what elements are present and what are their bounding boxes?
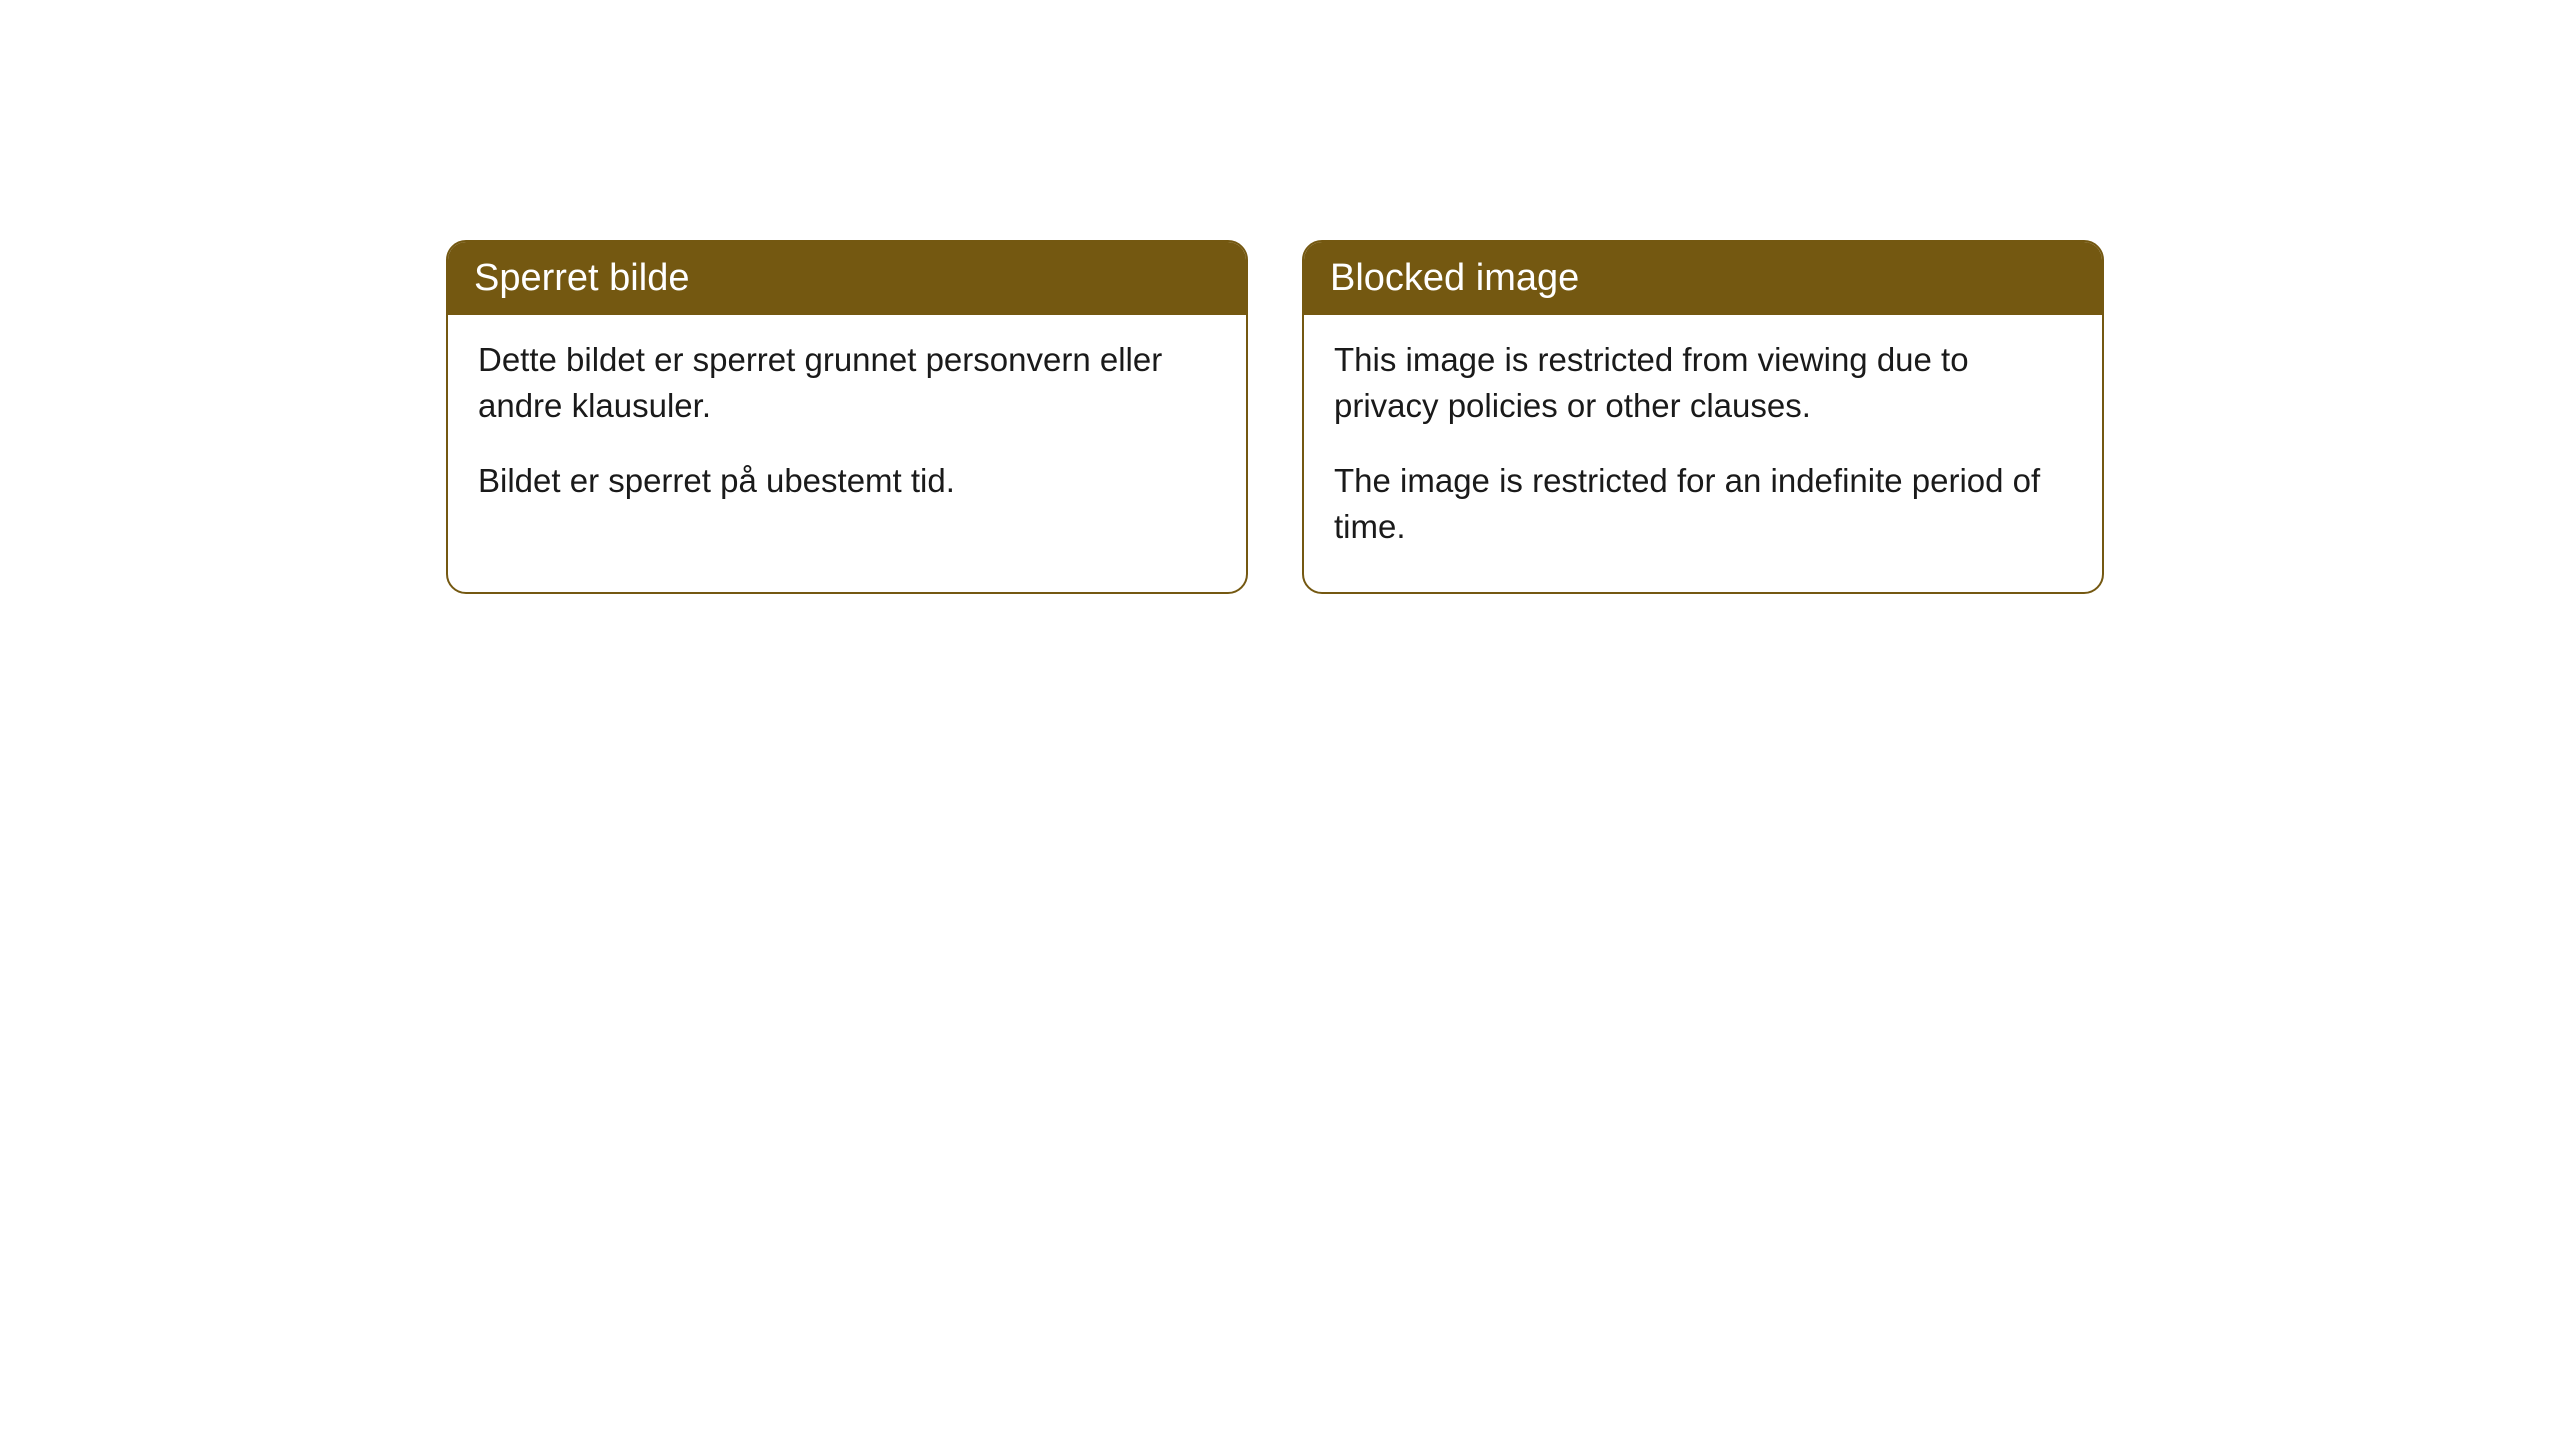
card-paragraph-1-no: Dette bildet er sperret grunnet personve… xyxy=(478,337,1216,429)
card-body-no: Dette bildet er sperret grunnet personve… xyxy=(448,315,1246,546)
blocked-image-card-en: Blocked image This image is restricted f… xyxy=(1302,240,2104,594)
card-header-en: Blocked image xyxy=(1304,242,2102,315)
card-paragraph-1-en: This image is restricted from viewing du… xyxy=(1334,337,2072,429)
card-paragraph-2-no: Bildet er sperret på ubestemt tid. xyxy=(478,458,1216,504)
blocked-image-card-no: Sperret bilde Dette bildet er sperret gr… xyxy=(446,240,1248,594)
card-header-no: Sperret bilde xyxy=(448,242,1246,315)
card-body-en: This image is restricted from viewing du… xyxy=(1304,315,2102,592)
card-paragraph-2-en: The image is restricted for an indefinit… xyxy=(1334,458,2072,550)
cards-container: Sperret bilde Dette bildet er sperret gr… xyxy=(0,0,2560,594)
